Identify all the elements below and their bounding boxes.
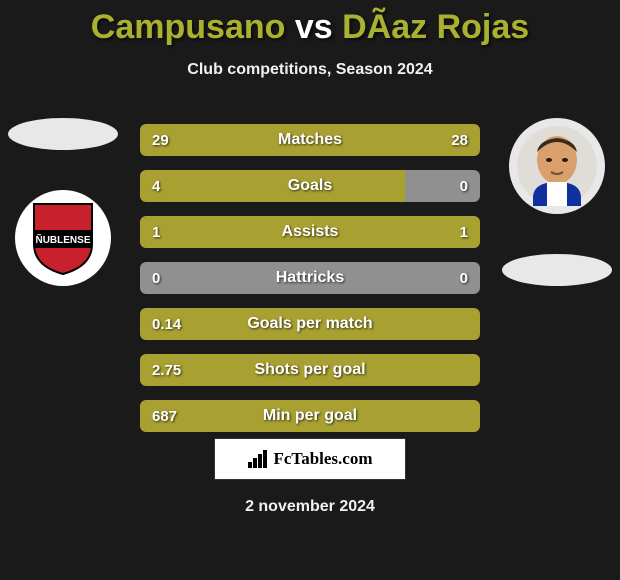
footer-date: 2 november 2024 [0,498,620,516]
stat-left-value: 1 [152,216,160,248]
stat-left-value: 4 [152,170,160,202]
stat-label: Goals [140,170,480,202]
left-club-badge: ÑUBLENSE [15,190,111,286]
bar-chart-icon [247,450,269,468]
stat-row: Assists1 1 [140,216,480,248]
stat-row: Hattricks0 0 [140,262,480,294]
stat-left-value: 0 [152,262,160,294]
stat-row: Goals4 0 [140,170,480,202]
footer-logo-text: FcTables.com [273,449,372,469]
comparison-title: Campusano vs DÃ­az Rojas [0,0,620,47]
club-name-text: ÑUBLENSE [35,233,90,246]
stat-right-value: 0 [460,170,468,202]
footer-logo[interactable]: FcTables.com [214,438,406,480]
vs-text: vs [295,8,333,46]
stat-left-value: 2.75 [152,354,181,386]
stat-label: Matches [140,124,480,156]
stat-left-value: 29 [152,124,169,156]
stat-row: Min per goal687 [140,400,480,432]
shield-icon: ÑUBLENSE [30,200,96,276]
stat-label: Assists [140,216,480,248]
stat-left-value: 0.14 [152,308,181,340]
subtitle: Club competitions, Season 2024 [0,61,620,79]
right-club-badge-placeholder [502,254,612,286]
right-player-avatar [509,118,605,214]
right-player-column [502,118,612,286]
player-photo-icon [517,126,597,206]
stats-bars: Matches2928Goals40Assists11Hattricks00Go… [140,124,480,432]
stat-row: Shots per goal2.75 [140,354,480,386]
stat-row: Goals per match0.14 [140,308,480,340]
stat-label: Goals per match [140,308,480,340]
stat-right-value: 28 [451,124,468,156]
stat-label: Hattricks [140,262,480,294]
left-player-column: ÑUBLENSE [8,118,118,286]
stat-right-value: 1 [460,216,468,248]
left-player-avatar-placeholder [8,118,118,150]
stat-left-value: 687 [152,400,177,432]
stat-label: Shots per goal [140,354,480,386]
stat-label: Min per goal [140,400,480,432]
stat-row: Matches29 28 [140,124,480,156]
player-left-name: Campusano [91,8,286,46]
stat-right-value: 0 [460,262,468,294]
player-right-name: DÃ­az Rojas [342,8,529,46]
